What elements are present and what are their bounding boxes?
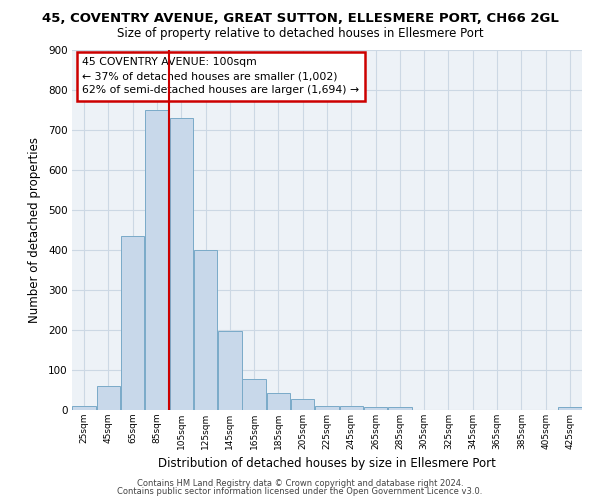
Bar xyxy=(73,406,96,410)
Bar xyxy=(194,250,217,410)
Text: Size of property relative to detached houses in Ellesmere Port: Size of property relative to detached ho… xyxy=(116,28,484,40)
Bar xyxy=(291,399,314,410)
Text: Contains public sector information licensed under the Open Government Licence v3: Contains public sector information licen… xyxy=(118,487,482,496)
Bar xyxy=(267,393,290,410)
Text: Contains HM Land Registry data © Crown copyright and database right 2024.: Contains HM Land Registry data © Crown c… xyxy=(137,478,463,488)
Text: 45 COVENTRY AVENUE: 100sqm
← 37% of detached houses are smaller (1,002)
62% of s: 45 COVENTRY AVENUE: 100sqm ← 37% of deta… xyxy=(82,57,359,95)
Bar xyxy=(364,407,387,410)
Bar xyxy=(242,379,266,410)
Bar xyxy=(388,407,412,410)
Bar xyxy=(218,331,242,410)
Text: 45, COVENTRY AVENUE, GREAT SUTTON, ELLESMERE PORT, CH66 2GL: 45, COVENTRY AVENUE, GREAT SUTTON, ELLES… xyxy=(41,12,559,26)
Bar xyxy=(170,118,193,410)
Bar xyxy=(340,406,363,410)
Bar xyxy=(97,386,120,410)
X-axis label: Distribution of detached houses by size in Ellesmere Port: Distribution of detached houses by size … xyxy=(158,458,496,470)
Bar xyxy=(316,406,338,410)
Bar xyxy=(558,407,581,410)
Bar xyxy=(145,110,169,410)
Y-axis label: Number of detached properties: Number of detached properties xyxy=(28,137,41,323)
Bar xyxy=(121,236,145,410)
